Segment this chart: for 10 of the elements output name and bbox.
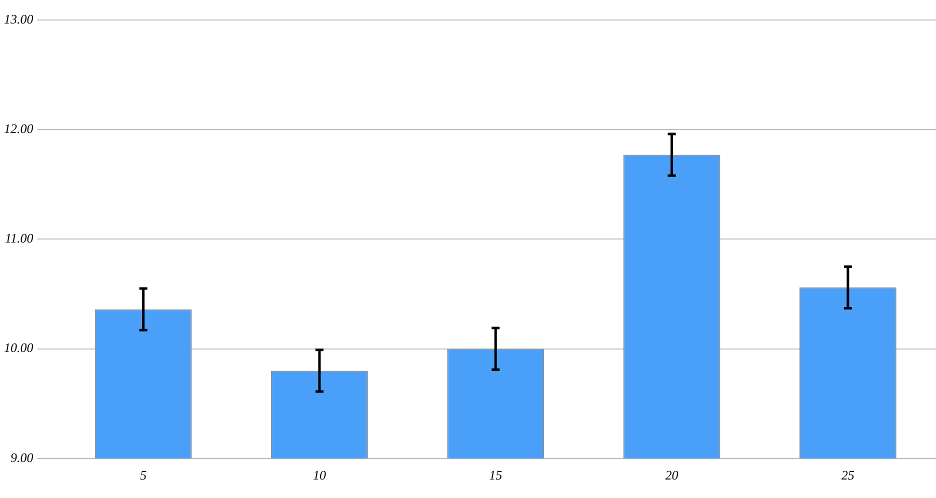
y-tick-label: 13.00 — [4, 11, 34, 26]
y-tick-label: 10.00 — [4, 340, 34, 356]
x-tick-label: 20 — [665, 468, 679, 483]
y-tick-label: 11.00 — [4, 230, 34, 246]
x-tick-label: 15 — [489, 468, 503, 483]
y-tick-label: 12.00 — [4, 121, 34, 136]
y-tick-label: 9.00 — [10, 450, 34, 465]
x-tick-label: 5 — [140, 468, 148, 483]
x-tick-label: 25 — [841, 468, 855, 483]
x-tick-label: 10 — [312, 468, 326, 483]
